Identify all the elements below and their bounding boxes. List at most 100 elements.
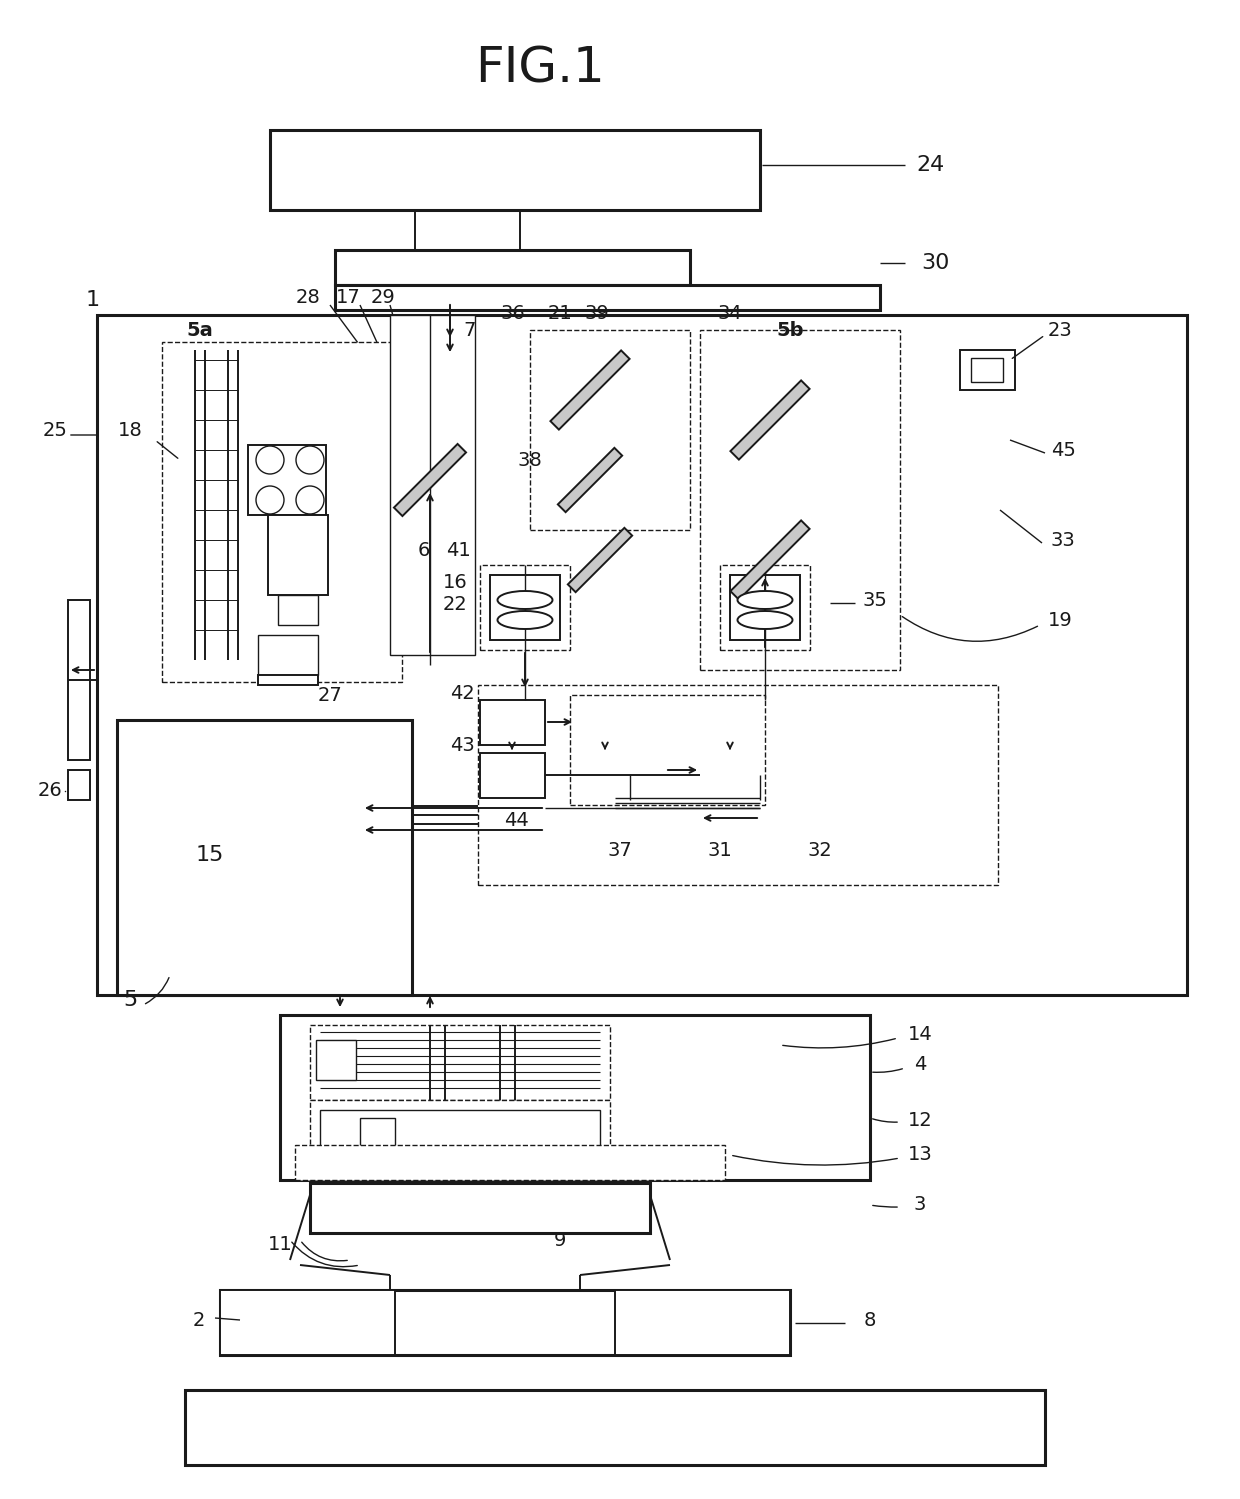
Text: 45: 45 — [1050, 441, 1075, 460]
Text: 23: 23 — [1048, 321, 1073, 339]
Text: 15: 15 — [196, 845, 224, 865]
Text: 25: 25 — [42, 421, 67, 439]
Bar — [477, 685, 998, 884]
Bar — [268, 516, 329, 595]
Bar — [701, 752, 760, 797]
Bar — [971, 358, 1003, 382]
Bar — [730, 576, 800, 640]
Bar — [68, 770, 91, 800]
Bar — [960, 349, 1016, 390]
Bar — [360, 1118, 396, 1150]
Text: 41: 41 — [445, 541, 470, 559]
Polygon shape — [568, 528, 632, 592]
Bar — [335, 285, 880, 310]
Text: 35: 35 — [863, 591, 888, 610]
Text: 2: 2 — [192, 1310, 205, 1330]
Text: 12: 12 — [908, 1111, 932, 1130]
Text: 37: 37 — [608, 841, 632, 859]
Polygon shape — [730, 381, 810, 460]
Bar — [258, 675, 317, 685]
Text: 17: 17 — [336, 288, 361, 306]
Polygon shape — [730, 520, 810, 600]
Polygon shape — [394, 444, 466, 516]
Text: 7: 7 — [464, 321, 476, 339]
Text: 14: 14 — [908, 1025, 932, 1045]
Bar — [575, 752, 635, 797]
Text: 39: 39 — [584, 303, 609, 322]
Text: 5b: 5b — [776, 321, 804, 339]
Text: 11: 11 — [268, 1235, 293, 1255]
Polygon shape — [551, 351, 630, 430]
Text: 19: 19 — [1048, 610, 1073, 630]
Text: 6: 6 — [418, 541, 430, 559]
Ellipse shape — [738, 612, 792, 630]
Ellipse shape — [497, 612, 553, 630]
Text: 5: 5 — [123, 989, 138, 1010]
Bar — [575, 700, 635, 745]
Text: 29: 29 — [371, 288, 396, 306]
Bar — [117, 720, 412, 995]
Text: 28: 28 — [295, 288, 320, 306]
Text: 8: 8 — [864, 1310, 877, 1330]
Text: 33: 33 — [1050, 531, 1075, 550]
Bar — [280, 1015, 870, 1180]
Bar — [248, 445, 326, 516]
Bar — [97, 315, 1187, 995]
Text: 34: 34 — [718, 303, 743, 322]
Bar — [219, 1291, 790, 1355]
Bar — [701, 700, 760, 745]
Bar — [310, 1100, 610, 1175]
Text: FIG.1: FIG.1 — [475, 43, 605, 91]
Bar — [320, 1109, 600, 1165]
Text: 42: 42 — [450, 684, 475, 703]
Ellipse shape — [255, 486, 284, 514]
Text: 18: 18 — [118, 421, 143, 439]
Text: 1: 1 — [86, 289, 100, 310]
Bar — [480, 752, 546, 797]
Text: 32: 32 — [807, 841, 832, 859]
Bar — [310, 1025, 610, 1100]
Text: 16: 16 — [443, 573, 467, 592]
Text: 38: 38 — [517, 451, 542, 469]
Bar — [219, 1291, 396, 1355]
Text: 43: 43 — [450, 736, 475, 754]
Ellipse shape — [738, 591, 792, 609]
Text: 27: 27 — [317, 685, 342, 705]
Bar — [570, 696, 765, 805]
Bar — [615, 1291, 790, 1355]
Bar — [278, 595, 317, 625]
Polygon shape — [558, 448, 622, 513]
Text: 3: 3 — [914, 1196, 926, 1214]
Bar — [295, 1145, 725, 1180]
Bar — [162, 342, 402, 682]
Text: 9: 9 — [554, 1231, 567, 1250]
Bar — [258, 636, 317, 675]
Bar — [529, 330, 689, 531]
Bar — [310, 1183, 650, 1234]
Text: 30: 30 — [921, 253, 949, 273]
Text: 13: 13 — [908, 1145, 932, 1165]
Bar — [480, 565, 570, 651]
Text: 5a: 5a — [187, 321, 213, 339]
Text: 22: 22 — [443, 595, 467, 613]
Bar — [335, 250, 689, 285]
Text: 44: 44 — [503, 811, 528, 829]
Ellipse shape — [296, 486, 324, 514]
Bar — [270, 130, 760, 210]
Text: 36: 36 — [501, 303, 526, 322]
Bar — [720, 565, 810, 651]
Text: 24: 24 — [916, 154, 944, 175]
Bar — [316, 1040, 356, 1079]
Bar — [68, 600, 91, 760]
Text: 26: 26 — [37, 781, 62, 799]
Ellipse shape — [255, 447, 284, 474]
Ellipse shape — [497, 591, 553, 609]
Bar — [701, 330, 900, 670]
Bar — [185, 1390, 1045, 1465]
Text: 21: 21 — [548, 303, 573, 322]
Bar — [490, 576, 560, 640]
Bar — [391, 315, 475, 655]
Text: 4: 4 — [914, 1055, 926, 1075]
Ellipse shape — [296, 447, 324, 474]
Bar — [480, 700, 546, 745]
